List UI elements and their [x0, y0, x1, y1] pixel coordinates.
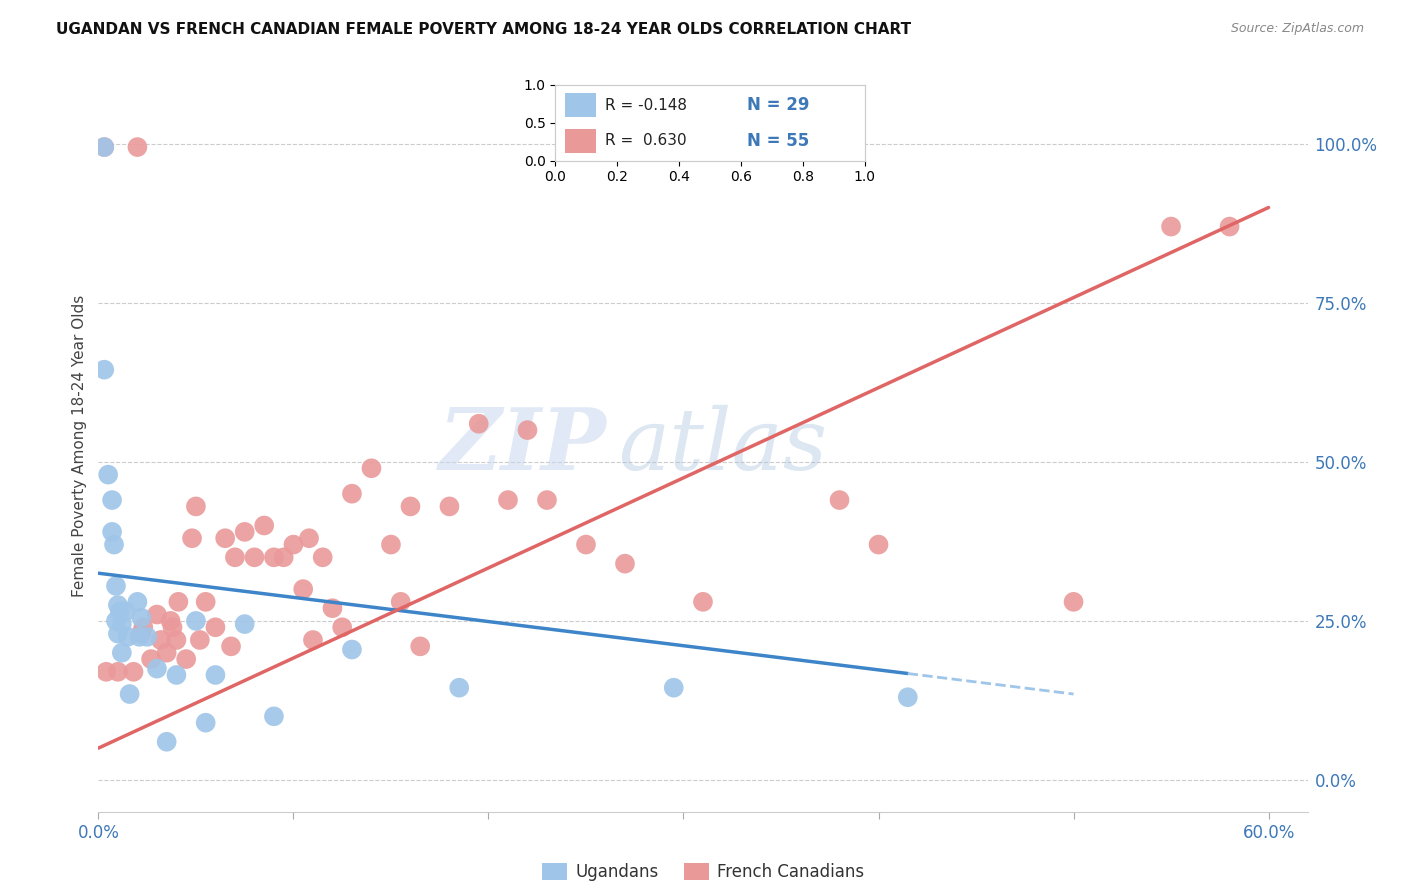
Point [127, 595, 149, 609]
Point [897, 690, 920, 705]
Text: N = 29: N = 29 [747, 96, 810, 114]
Point [692, 595, 714, 609]
Point [107, 626, 129, 640]
Point [159, 614, 181, 628]
Point [380, 538, 402, 552]
Point [292, 582, 315, 596]
Point [828, 493, 851, 508]
Point [128, 630, 150, 644]
Point [340, 642, 363, 657]
Point [104, 579, 127, 593]
Point [233, 617, 256, 632]
Point [467, 417, 489, 431]
FancyBboxPatch shape [565, 128, 596, 153]
Point [149, 632, 172, 647]
Point [868, 538, 890, 552]
Point [298, 531, 321, 545]
Point [321, 601, 343, 615]
Point [184, 614, 207, 628]
Point [108, 604, 131, 618]
Point [253, 518, 276, 533]
Point [131, 611, 153, 625]
Point [114, 604, 136, 618]
Point [139, 652, 162, 666]
Text: atlas: atlas [619, 405, 828, 487]
Point [97, 467, 120, 482]
Text: UGANDAN VS FRENCH CANADIAN FEMALE POVERTY AMONG 18-24 YEAR OLDS CORRELATION CHAR: UGANDAN VS FRENCH CANADIAN FEMALE POVERT… [56, 22, 911, 37]
Point [146, 607, 169, 622]
Point [165, 668, 187, 682]
Point [156, 735, 179, 749]
Point [167, 595, 190, 609]
Point [156, 646, 179, 660]
Point [496, 493, 519, 508]
Text: R =  0.630: R = 0.630 [605, 133, 686, 148]
Point [136, 630, 159, 644]
Point [93, 362, 115, 376]
Point [107, 598, 129, 612]
Point [224, 550, 246, 565]
Point [118, 687, 141, 701]
Point [111, 617, 134, 632]
Point [146, 662, 169, 676]
Point [389, 595, 412, 609]
Point [131, 626, 153, 640]
Point [162, 620, 184, 634]
Point [184, 500, 207, 514]
Point [103, 538, 125, 552]
FancyBboxPatch shape [565, 93, 596, 118]
Point [104, 614, 127, 628]
Legend: Ugandans, French Canadians: Ugandans, French Canadians [536, 856, 870, 888]
Point [165, 632, 187, 647]
Point [312, 550, 335, 565]
Point [174, 652, 197, 666]
Point [243, 550, 266, 565]
Text: N = 55: N = 55 [747, 132, 810, 150]
Point [283, 538, 305, 552]
Point [449, 681, 471, 695]
Point [273, 550, 295, 565]
Point [93, 140, 115, 154]
Point [101, 493, 124, 508]
Point [214, 531, 236, 545]
Text: Source: ZipAtlas.com: Source: ZipAtlas.com [1230, 22, 1364, 36]
Point [360, 461, 382, 475]
Point [204, 668, 226, 682]
Point [204, 620, 226, 634]
Point [399, 500, 422, 514]
Point [1160, 219, 1182, 234]
Point [117, 630, 139, 644]
Text: R = -0.148: R = -0.148 [605, 98, 688, 112]
Point [93, 140, 115, 154]
Point [233, 524, 256, 539]
Point [330, 620, 353, 634]
Point [340, 486, 363, 500]
Point [96, 665, 118, 679]
Point [409, 640, 432, 654]
Point [219, 640, 242, 654]
Text: ZIP: ZIP [439, 404, 606, 488]
Point [614, 557, 637, 571]
Point [111, 646, 134, 660]
Point [302, 632, 325, 647]
Point [1219, 219, 1241, 234]
Point [194, 715, 217, 730]
Point [188, 632, 211, 647]
Point [107, 665, 129, 679]
Point [132, 620, 155, 634]
Point [122, 665, 145, 679]
Point [127, 140, 149, 154]
Point [181, 531, 204, 545]
Point [662, 681, 685, 695]
Point [263, 709, 285, 723]
Point [536, 493, 558, 508]
Point [575, 538, 598, 552]
Point [101, 524, 124, 539]
Point [1063, 595, 1085, 609]
Point [439, 500, 461, 514]
Point [194, 595, 217, 609]
Y-axis label: Female Poverty Among 18-24 Year Olds: Female Poverty Among 18-24 Year Olds [72, 295, 87, 597]
Point [263, 550, 285, 565]
Point [516, 423, 538, 437]
